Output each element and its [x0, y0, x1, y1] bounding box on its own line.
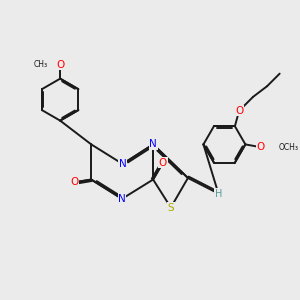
Text: S: S	[167, 202, 174, 212]
Text: CH₃: CH₃	[33, 60, 48, 69]
Text: O: O	[257, 142, 265, 152]
Text: O: O	[159, 158, 167, 168]
Text: H: H	[215, 188, 222, 199]
Text: O: O	[56, 60, 64, 70]
Text: N: N	[118, 194, 126, 204]
Text: OCH₃: OCH₃	[279, 143, 299, 152]
Text: O: O	[235, 106, 243, 116]
Text: O: O	[70, 177, 79, 187]
Text: N: N	[119, 159, 127, 169]
Text: N: N	[149, 140, 157, 149]
